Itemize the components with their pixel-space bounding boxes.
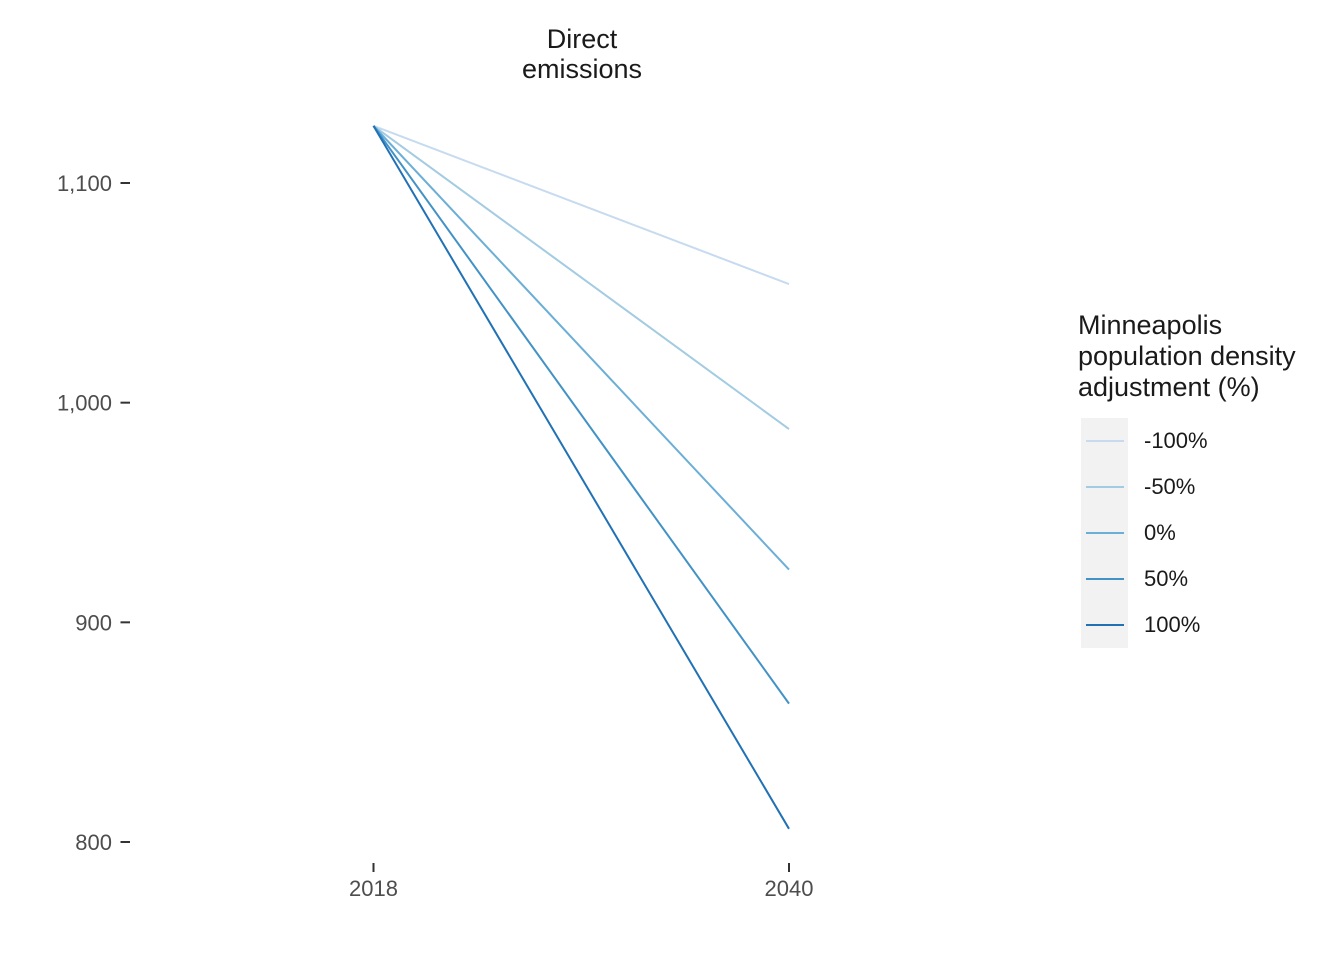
legend-item-50%: 50% — [1081, 556, 1296, 602]
y-axis-tick-label: 800 — [75, 830, 112, 855]
series-line--50% — [372, 125, 790, 430]
legend-item--50%: -50% — [1081, 464, 1296, 510]
legend-key-box — [1081, 556, 1128, 602]
legend-key-box — [1081, 418, 1128, 464]
legend-key-box — [1081, 464, 1128, 510]
plot-title: Direct emissions — [432, 24, 732, 84]
legend-key-box — [1081, 510, 1128, 556]
legend-line-swatch — [1085, 623, 1124, 627]
series-line--100% — [373, 124, 790, 285]
legend-line-swatch — [1085, 577, 1124, 581]
x-axis-tick-label: 2040 — [765, 876, 814, 901]
legend-title: Minneapolis population density adjustmen… — [1078, 310, 1296, 403]
legend-line-swatch — [1085, 439, 1124, 443]
y-axis-tick-label: 1,100 — [57, 171, 112, 196]
plot-title-line-2: emissions — [521, 54, 643, 84]
legend-item-label: 100% — [1144, 612, 1201, 637]
x-axis-tick-label: 2018 — [349, 876, 398, 901]
legend-item-0%: 0% — [1081, 510, 1296, 556]
legend-line-swatch — [1085, 531, 1124, 535]
series-line-0% — [372, 125, 790, 571]
legend-title-line-1: Minneapolis — [1078, 310, 1223, 340]
legend-item-100%: 100% — [1081, 602, 1296, 648]
legend-item-label: -100% — [1144, 428, 1208, 453]
y-axis-tick-label: 900 — [75, 610, 112, 635]
legend-keys: -100% -50% 0% 50% 100% — [1081, 418, 1296, 648]
y-axis-tick-label: 1,000 — [57, 391, 112, 416]
plot-title-line-1: Direct — [546, 24, 618, 54]
series-line-100% — [372, 125, 790, 830]
legend: Minneapolis population density adjustmen… — [1078, 310, 1296, 648]
legend-title-line-2: population density — [1078, 341, 1296, 371]
legend-line-swatch — [1085, 485, 1124, 489]
legend-item-label: 50% — [1144, 566, 1189, 591]
legend-item--100%: -100% — [1081, 418, 1296, 464]
series-line-50% — [372, 125, 790, 705]
legend-title-line-3: adjustment (%) — [1078, 372, 1260, 402]
legend-key-box — [1081, 602, 1128, 648]
legend-item-label: 0% — [1144, 520, 1176, 545]
legend-item-label: -50% — [1144, 474, 1196, 499]
